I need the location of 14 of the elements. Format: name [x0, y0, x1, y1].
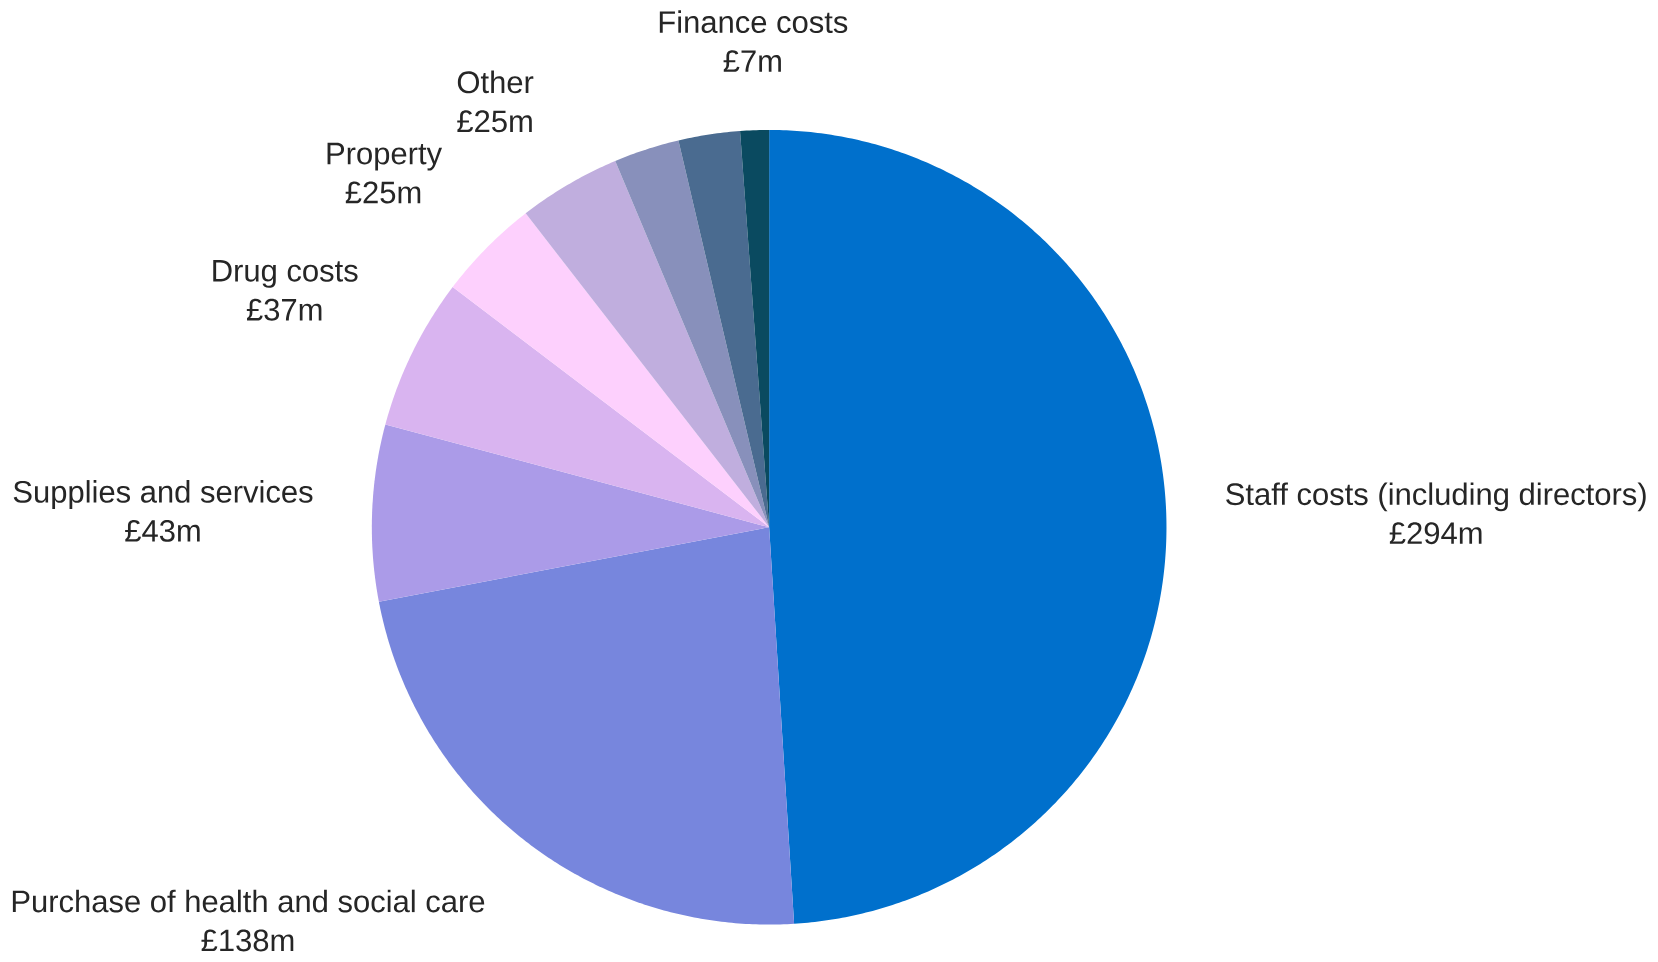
- slice-label: Staff costs (including directors): [1226, 482, 1646, 512]
- data-label: £43m: [125, 520, 200, 542]
- data-label: £138m: [201, 929, 294, 952]
- data-label: £294m: [1389, 522, 1482, 545]
- data-label: £7m: [723, 50, 781, 72]
- data-label: £37m: [246, 298, 322, 321]
- slice-label: Purchase of health and social care: [12, 889, 485, 913]
- slice-label: Finance costs: [659, 10, 848, 34]
- slice-label: Other: [457, 70, 534, 94]
- data-label: £25m: [345, 181, 421, 204]
- slice-label: Supplies and services: [13, 480, 313, 510]
- slice-label: Property: [327, 142, 443, 171]
- data-label: £25m: [457, 110, 532, 133]
- slice-label: Drug costs: [213, 260, 358, 288]
